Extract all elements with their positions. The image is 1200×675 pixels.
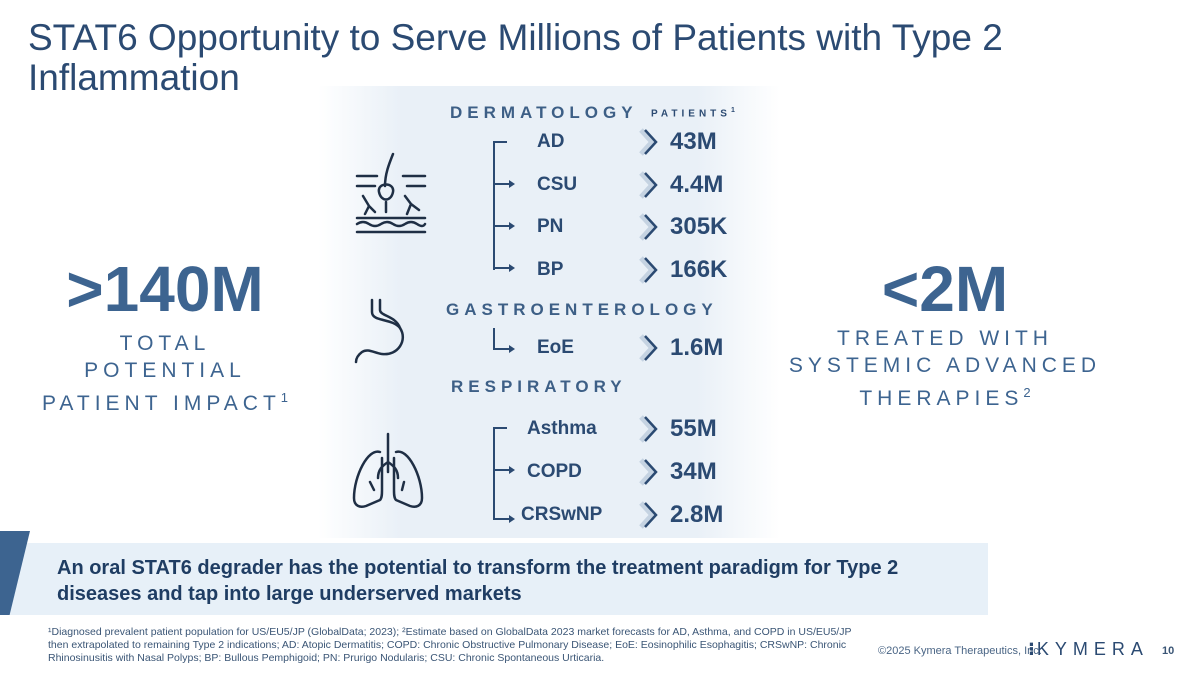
kymera-logo: ⁝ KYMERA [1028, 639, 1149, 660]
treated-value: <2M [881, 253, 1009, 325]
section-gastroenterology-label: GASTROENTEROLOGY [446, 300, 718, 319]
total-impact-label: TOTAL POTENTIAL PATIENT IMPACT1 [30, 330, 300, 417]
total-impact-label-line: TOTAL [119, 332, 211, 355]
slide-title: STAT6 Opportunity to Serve Millions of P… [28, 17, 1003, 98]
arrow-right-icon [493, 515, 515, 523]
patients-header: PATIENTS1 [651, 107, 735, 119]
arrow-right-icon [493, 466, 515, 474]
section-dermatology-label: DERMATOLOGY [450, 103, 638, 122]
indication-eoe: EoE [537, 337, 574, 358]
callout-box [0, 543, 988, 615]
copyright: ©2025 Kymera Therapeutics, Inc. [878, 645, 1042, 657]
total-impact-label-line: PATIENT IMPACT1 [30, 384, 300, 417]
section-respiratory-label: RESPIRATORY [451, 377, 627, 396]
indication-pn: PN [537, 216, 564, 237]
dermatology-bracket [493, 141, 495, 270]
total-impact-value: >140M [66, 253, 264, 325]
chevron-right-icon [639, 334, 658, 362]
chevron-right-icon [639, 501, 658, 529]
indication-ad: AD [537, 131, 565, 152]
treated-label-line: SYSTEMIC ADVANCED [788, 354, 1102, 377]
skin-icon [355, 152, 427, 234]
patients-csu: 4.4M [670, 171, 724, 198]
page-number: 10 [1162, 645, 1175, 657]
arrow-right-icon [493, 180, 515, 188]
patients-crswnp: 2.8M [670, 501, 724, 528]
indication-bp: BP [537, 259, 564, 280]
treated-label-line: THERAPIES2 [780, 379, 1110, 412]
chevron-right-icon [639, 458, 658, 486]
bracket-tick [493, 427, 507, 429]
footnote: ¹Diagnosed prevalent patient population … [48, 626, 852, 664]
arrow-right-icon [493, 222, 515, 230]
patients-bp: 166K [670, 256, 728, 283]
patients-ad: 43M [670, 128, 717, 155]
chevron-right-icon [639, 256, 658, 284]
indication-crswnp: CRSwNP [521, 504, 603, 525]
arrow-right-icon [493, 264, 515, 272]
patients-pn: 305K [670, 213, 728, 240]
patients-header-label: PATIENTS [651, 108, 731, 120]
footnote-ref: 2 [1023, 385, 1031, 400]
chevron-right-icon [639, 171, 658, 199]
bracket-tick [493, 141, 507, 143]
patients-header-superscript: 1 [730, 107, 735, 114]
footnote-ref: 1 [280, 390, 289, 405]
indication-copd: COPD [527, 461, 582, 482]
stomach-icon [354, 298, 405, 364]
chevron-right-icon [639, 415, 658, 443]
treated-label-line-text: THERAPIES [859, 387, 1024, 410]
lungs-icon [352, 432, 424, 508]
arrow-right-icon [493, 345, 515, 353]
patients-eoe: 1.6M [670, 334, 724, 361]
total-impact-label-line: POTENTIAL [84, 359, 246, 382]
logo-mark: ⁝ [1028, 639, 1035, 659]
callout-text: An oral STAT6 degrader has the potential… [57, 557, 899, 605]
respiratory-bracket [493, 427, 495, 519]
logo-text: KYMERA [1036, 639, 1149, 659]
treated-label-line: TREATED WITH [837, 327, 1053, 350]
patients-asthma: 55M [670, 415, 717, 442]
indication-asthma: Asthma [527, 418, 597, 439]
chevron-right-icon [639, 213, 658, 241]
chevron-right-icon [639, 128, 658, 156]
total-impact-label-line-text: PATIENT IMPACT [41, 392, 281, 415]
treated-label: TREATED WITH SYSTEMIC ADVANCED THERAPIES… [780, 325, 1110, 412]
indication-csu: CSU [537, 174, 578, 195]
gastro-bracket [493, 328, 495, 350]
patients-copd: 34M [670, 458, 717, 485]
